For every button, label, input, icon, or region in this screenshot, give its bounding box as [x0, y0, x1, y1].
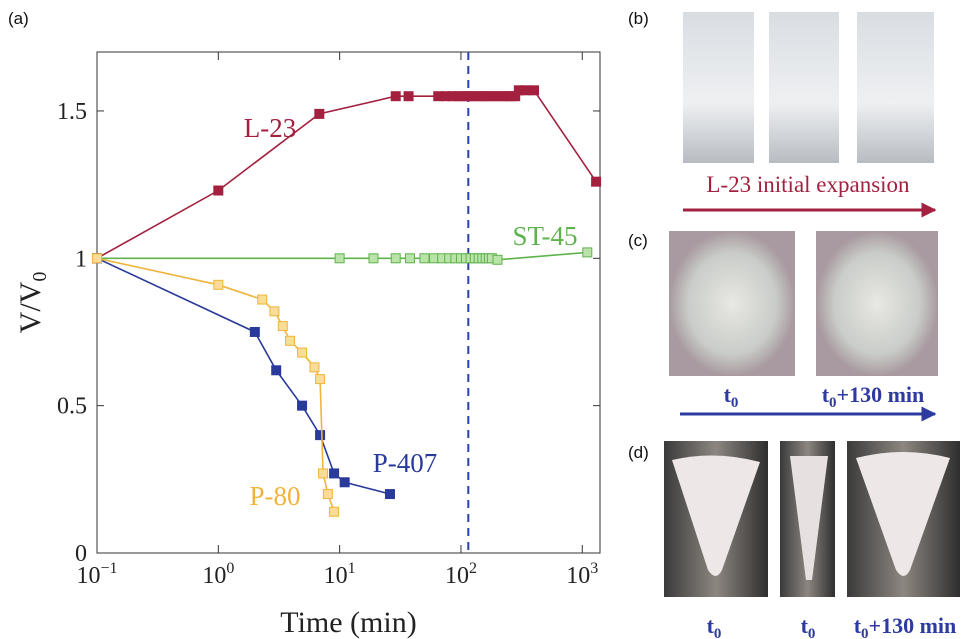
- marker: [340, 478, 349, 487]
- x-tick-label: 101: [324, 560, 356, 589]
- marker: [270, 307, 279, 316]
- series-label: P-80: [249, 481, 300, 511]
- marker: [391, 254, 400, 263]
- tick-exponent: 0: [226, 560, 234, 577]
- y-tick-label: 1.5: [57, 99, 87, 125]
- marker: [214, 280, 223, 289]
- marker: [335, 254, 344, 263]
- marker: [385, 490, 394, 499]
- marker: [493, 255, 502, 264]
- panel-label: (a): [8, 9, 29, 28]
- y-tick-label: 0.5: [57, 394, 87, 420]
- tick-base: 10: [566, 563, 590, 589]
- figure: (a) 00.511.510−1100101102103Time (min)V/…: [0, 0, 965, 639]
- x-tick-label: 102: [445, 560, 477, 589]
- tick-exponent: 2: [469, 560, 477, 577]
- tick-exponent: 1: [348, 560, 356, 577]
- marker: [405, 254, 414, 263]
- series-line: [97, 258, 334, 511]
- marker: [323, 490, 332, 499]
- marker: [250, 327, 259, 336]
- label-sub: 0: [808, 626, 816, 639]
- time-label: t0+130 min: [822, 382, 925, 411]
- marker: [529, 86, 538, 95]
- x-axis-title: Time (min): [280, 606, 416, 639]
- x-tick-label: 10−1: [76, 560, 117, 589]
- y-tick-label: 1: [75, 246, 87, 272]
- caption: L-23 initial expansion: [706, 172, 910, 197]
- marker: [272, 366, 281, 375]
- marker: [319, 469, 328, 478]
- tick-base: 10: [445, 563, 469, 589]
- panel-label: (d): [628, 443, 649, 462]
- time-label: t0: [707, 613, 722, 639]
- marker: [310, 363, 319, 372]
- marker: [330, 507, 339, 516]
- marker: [391, 92, 400, 101]
- marker: [258, 295, 267, 304]
- label-sub: 0: [829, 395, 837, 411]
- photo: [816, 231, 938, 376]
- marker: [316, 431, 325, 440]
- x-tick-label: 103: [566, 560, 598, 589]
- tick-exponent: −1: [100, 560, 117, 577]
- marker: [278, 322, 287, 331]
- tick-base: 10: [324, 563, 348, 589]
- label-suffix: +130 min: [869, 613, 957, 638]
- marker: [286, 336, 295, 345]
- marker: [316, 375, 325, 384]
- marker: [521, 86, 530, 95]
- panel-label: (b): [628, 9, 649, 28]
- marker: [330, 469, 339, 478]
- x-tick-label: 100: [202, 560, 234, 589]
- photo: [857, 12, 934, 163]
- tick-base: 10: [202, 563, 226, 589]
- photo: [683, 12, 754, 163]
- series-label: ST-45: [512, 221, 577, 251]
- label-sub: 0: [714, 626, 722, 639]
- tick-base: 10: [76, 563, 100, 589]
- photo: [769, 12, 839, 163]
- y-title-main: V/V: [14, 281, 47, 333]
- marker: [298, 348, 307, 357]
- y-axis-title: V/V0: [14, 272, 51, 334]
- marker: [583, 248, 592, 257]
- series-label: L-23: [244, 113, 296, 143]
- panel-label: (c): [628, 231, 648, 250]
- marker: [404, 92, 413, 101]
- marker: [592, 177, 601, 186]
- marker: [315, 109, 324, 118]
- marker: [420, 254, 429, 263]
- time-label: t0: [801, 613, 816, 639]
- time-label: t0+130 min: [854, 613, 957, 639]
- page: {"chart_data":{"type":"line","panel":"(a…: [0, 0, 965, 639]
- series-label: P-407: [373, 448, 438, 478]
- marker: [298, 401, 307, 410]
- marker: [369, 254, 378, 263]
- label-sub: 0: [861, 626, 869, 639]
- label-sub: 0: [731, 395, 739, 411]
- marker: [93, 254, 102, 263]
- time-label: t0: [724, 382, 739, 411]
- y-title-sub: 0: [29, 272, 51, 282]
- label-suffix: +130 min: [837, 382, 925, 407]
- tick-exponent: 3: [590, 560, 598, 577]
- photo: [669, 231, 795, 376]
- marker: [214, 186, 223, 195]
